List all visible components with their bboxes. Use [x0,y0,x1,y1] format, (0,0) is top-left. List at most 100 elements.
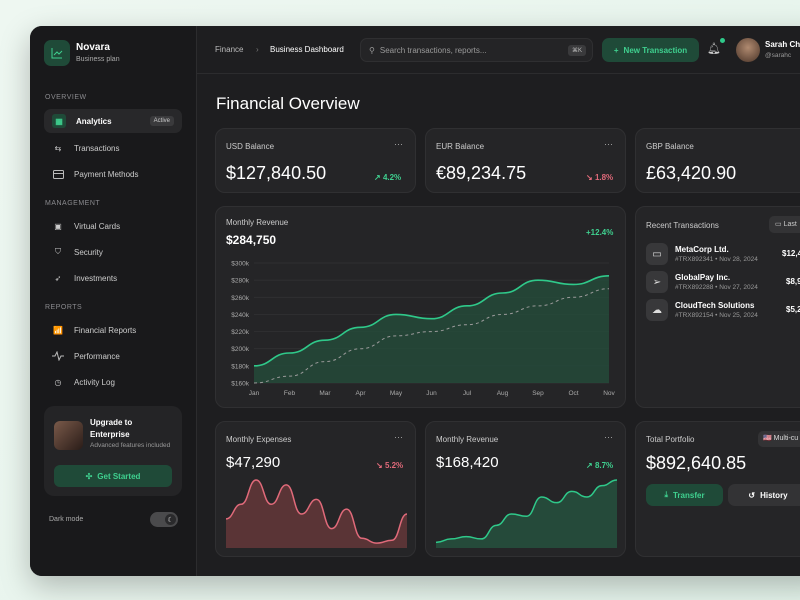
total-portfolio-card: Total Portfolio 🇺🇸 Multi-cu $892,640.85 … [635,421,800,557]
sidebar-item-label: Financial Reports [74,325,137,335]
trend-down: ↘ 1.8% [586,173,614,182]
button-label: New Transaction [623,45,688,55]
user-handle: @sarahc [765,52,792,59]
y-tick-label: $260k [231,295,249,302]
user-name: Sarah Ch [765,40,800,49]
x-tick-label: Aug [497,390,509,397]
tx-meta: #TRX892288 • Nov 27, 2024 [675,284,758,291]
search-input[interactable]: ⚲ Search transactions, reports... ⌘K [360,38,593,62]
breadcrumb-current: Business Dashboard [270,45,344,54]
section-reports: REPORTS [45,304,83,311]
search-placeholder: Search transactions, reports... [379,45,487,55]
change-value: +12.4% [586,228,614,237]
rocket-icon: ➶ [54,273,62,283]
sparkle-icon: ✣ [85,471,93,481]
card-label: EUR Balance [436,142,485,151]
revenue-chart: $160k $180k $200k $220k $240k $260k $280k $300k… [231,261,615,398]
currency-label: Multi-cu [773,435,799,442]
app-window: Novara Business plan OVERVIEW ▦ Analytics… [30,26,800,576]
button-label: Get Started [97,471,141,481]
revenue-sparkline [435,479,618,548]
get-started-button[interactable]: ✣ Get Started [54,465,172,487]
eur-balance-card: EUR Balance ··· €89,234.75 ↘ 1.8% [425,128,626,193]
more-icon[interactable]: ··· [394,139,403,149]
portfolio-value: $892,640.85 [646,453,747,473]
card-value: $168,420 [436,454,499,471]
sidebar-item-label: Performance [74,351,120,361]
tx-amount: $5,2 [786,305,800,314]
bar-chart-icon: 📶 [53,325,63,335]
x-tick-label: Feb [284,390,296,397]
y-tick-label: $200k [231,346,249,353]
sidebar-item-analytics[interactable]: ▦ Analytics Active [44,109,182,133]
sidebar-item-payment-methods[interactable]: Payment Methods [44,162,182,186]
more-icon[interactable]: ··· [604,432,613,442]
history-icon: ↺ [748,490,756,500]
y-tick-label: $240k [231,312,249,319]
button-label: Transfer [672,490,705,500]
dark-mode-toggle[interactable]: ☾ [150,512,178,527]
sidebar-item-label: Virtual Cards [74,221,121,231]
active-badge: Active [149,116,174,126]
sidebar-item-performance[interactable]: Performance [44,344,182,368]
header: Finance › Business Dashboard ⚲ Search tra… [197,26,800,74]
date-filter-button[interactable]: ▭ Last [769,216,800,233]
more-icon[interactable]: ··· [604,139,613,149]
transaction-row[interactable]: ☁ CloudTech Solutions #TRX892154 • Nov 25,… [646,299,800,323]
card-label: Monthly Expenses [226,435,292,444]
transaction-row[interactable]: ▭ MetaCorp Ltd. #TRX892341 • Nov 28, 2024 $… [646,243,800,267]
pulse-icon [52,350,64,362]
y-tick-label: $280k [231,278,249,285]
card-value: $284,750 [226,233,277,247]
sidebar-item-security[interactable]: ⛉ Security [44,240,182,264]
upgrade-title: Upgrade to Enterprise [90,418,133,439]
page-title: Financial Overview [216,94,360,113]
analytics-icon: ▦ [52,114,66,128]
send-icon: ➢ [646,271,668,293]
x-tick-label: Nov [603,390,615,397]
sidebar-item-label: Security [74,247,103,257]
monthly-revenue-card: Monthly Revenue $284,750 +12.4% $160k $18… [215,206,626,408]
tx-amount: $12,4 [782,249,800,258]
transaction-row[interactable]: ➢ GlobalPay Inc. #TRX892288 • Nov 27, 2024… [646,271,800,295]
gbp-balance-card: GBP Balance £63,420.90 [635,128,800,193]
search-icon: ⚲ [369,45,375,55]
transfer-button[interactable]: ⤓ Transfer [646,484,723,506]
card-value: €89,234.75 [436,163,527,183]
breadcrumb-finance[interactable]: Finance [215,45,244,54]
sidebar-item-activity-log[interactable]: ◷ Activity Log [44,370,182,394]
sidebar-item-label: Analytics [76,116,112,126]
sidebar-item-label: Payment Methods [74,169,139,179]
new-transaction-button[interactable]: + New Transaction [602,38,699,62]
dark-mode-label: Dark mode [49,516,84,523]
shield-icon: ⛉ [55,247,61,256]
x-tick-label: Jun [426,390,437,397]
monthly-expenses-card: Monthly Expenses ··· $47,290 ↘ 5.2% [215,421,416,557]
x-tick-label: Oct [568,390,578,397]
tx-name: MetaCorp Ltd. [675,245,729,254]
button-label: History [760,490,788,500]
sidebar-item-investments[interactable]: ➶ Investments [44,266,182,290]
upgrade-subtitle: Advanced features included [90,442,171,449]
avatar[interactable] [736,38,760,62]
more-icon[interactable]: ··· [394,432,403,442]
expenses-sparkline [225,479,408,548]
sidebar-item-virtual-cards[interactable]: ▣ Virtual Cards [44,214,182,238]
y-tick-label: $160k [231,381,249,388]
y-tick-label: $300k [231,261,249,268]
history-button[interactable]: ↺ History [728,484,800,506]
logo-icon [44,40,70,66]
sidebar-item-transactions[interactable]: ⇆ Transactions [44,136,182,160]
card-label: GBP Balance [646,142,694,151]
card-value: $127,840.50 [226,163,327,183]
moon-icon: ☾ [165,514,176,525]
tx-meta: #TRX892341 • Nov 28, 2024 [675,256,758,263]
x-tick-label: Sep [532,390,544,397]
sidebar-item-financial-reports[interactable]: 📶 Financial Reports [44,318,182,342]
x-tick-label: Apr [355,390,366,397]
bell-icon[interactable]: 🔔︎ [707,43,721,55]
arrows-icon: ⇆ [54,143,62,153]
x-tick-label: Jan [249,390,260,397]
calendar-icon: ▭ [775,221,784,228]
currency-selector[interactable]: 🇺🇸 Multi-cu [758,431,800,447]
